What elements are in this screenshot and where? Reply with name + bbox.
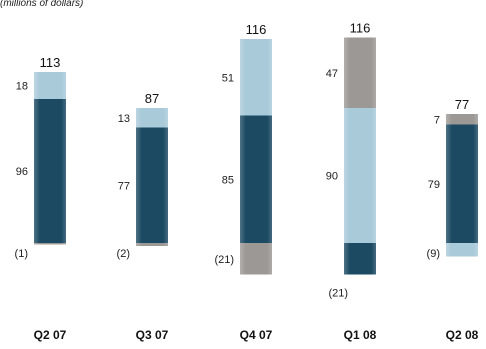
total-label: 113 [40, 55, 61, 70]
bar-segment [344, 243, 376, 275]
segment-label: 7 [434, 114, 440, 126]
bar-segment [446, 114, 478, 125]
unit-label: (millions of dollars) [0, 0, 84, 9]
bar-segment [446, 243, 478, 257]
segment-label: 77 [118, 180, 130, 192]
segment-label: 85 [222, 174, 234, 186]
bar-segment [34, 72, 66, 99]
segment-label: 47 [326, 68, 338, 80]
category-label: Q1 08 [344, 328, 377, 342]
category-label: Q3 07 [136, 328, 169, 342]
segment-label: (1) [15, 248, 28, 260]
segment-label: 79 [428, 179, 440, 191]
bar-segment [240, 243, 272, 275]
bar-segment [34, 243, 66, 245]
bar-segment [446, 124, 478, 243]
bar-segment [34, 99, 66, 243]
segment-label: (9) [427, 248, 440, 260]
bar-segment [344, 37, 376, 108]
segment-label: 96 [16, 166, 28, 178]
category-label: Q2 07 [34, 328, 67, 342]
total-label: 116 [246, 22, 267, 37]
total-label: 77 [455, 97, 469, 112]
bar-segment [136, 243, 168, 246]
segment-label: 51 [222, 72, 234, 84]
segment-label: (2) [117, 248, 130, 260]
category-label: Q2 08 [446, 328, 479, 342]
segment-label: (21) [214, 254, 234, 266]
bar-segment [136, 108, 168, 128]
category-label: Q4 07 [240, 328, 273, 342]
segment-label: (21) [328, 288, 348, 300]
segment-label: 18 [16, 81, 28, 93]
bar-segment [240, 39, 272, 116]
bar-segment [136, 127, 168, 243]
total-label: 116 [350, 21, 371, 36]
bar-segment [240, 115, 272, 243]
bar-segment [344, 108, 376, 243]
total-label: 87 [145, 91, 159, 106]
segment-label: 13 [118, 113, 130, 125]
segment-label: 90 [326, 171, 338, 183]
